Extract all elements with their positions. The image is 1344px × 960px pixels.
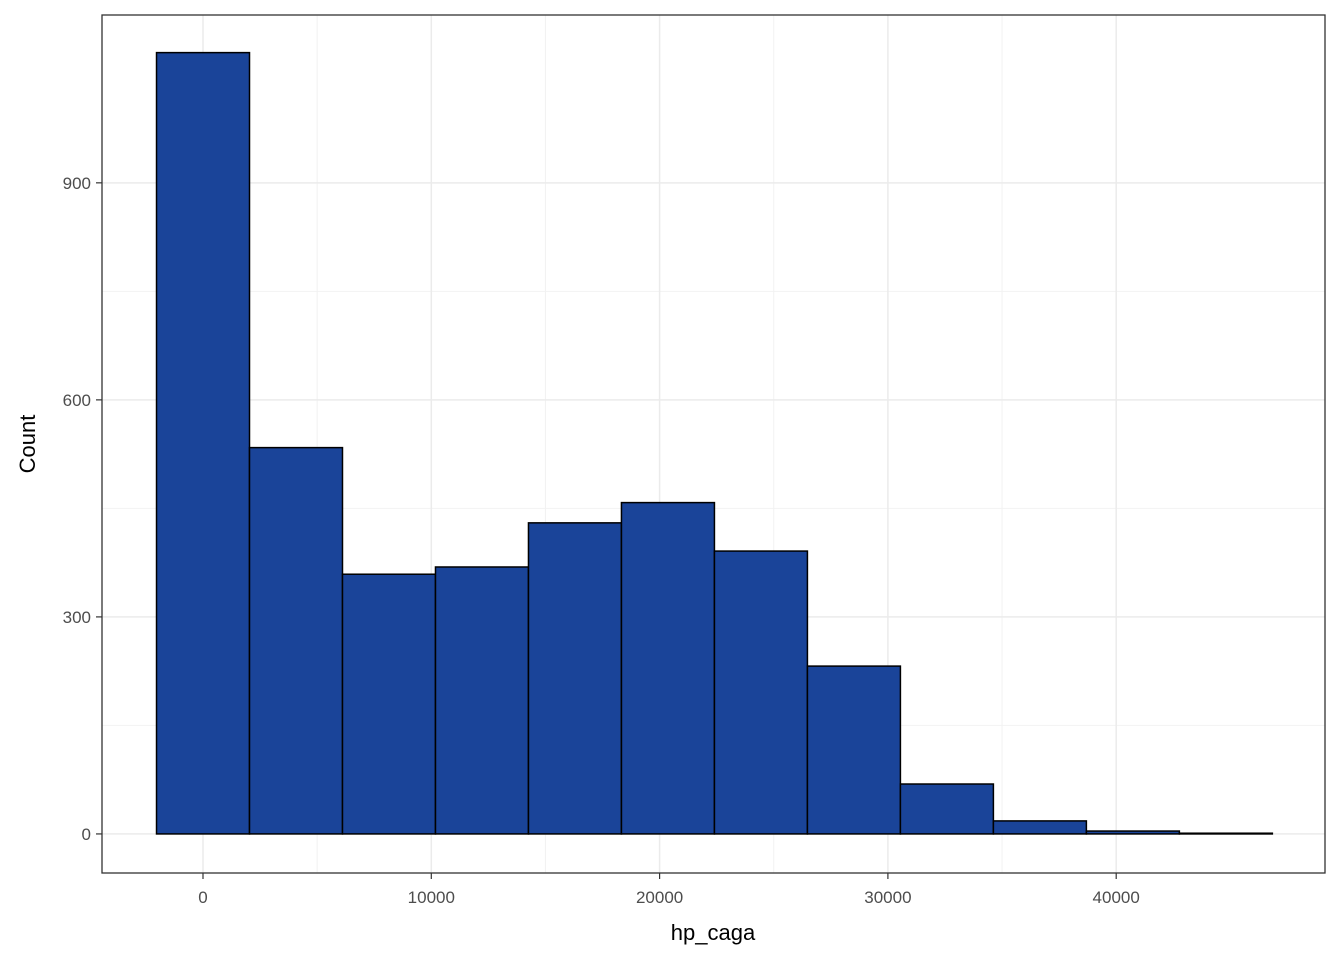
bar	[1178, 832, 1274, 835]
y-tick-label: 300	[63, 608, 91, 627]
bar	[527, 522, 623, 835]
y-tick-label: 600	[63, 391, 91, 410]
bar	[806, 665, 902, 835]
x-axis-title: hp_caga	[671, 920, 756, 945]
bar	[434, 566, 530, 835]
x-tick-label: 30000	[864, 888, 911, 907]
y-tick-label: 900	[63, 174, 91, 193]
bar	[155, 51, 251, 835]
bar	[248, 446, 344, 835]
x-tick-label: 40000	[1093, 888, 1140, 907]
panel-border	[101, 14, 1326, 874]
x-tick-label: 20000	[636, 888, 683, 907]
y-tick-label: 0	[82, 825, 91, 844]
bar	[992, 820, 1088, 835]
bar	[1085, 830, 1181, 835]
bar	[899, 783, 995, 835]
bar	[620, 501, 716, 835]
x-tick-label: 0	[198, 888, 207, 907]
x-tick-label: 10000	[408, 888, 455, 907]
y-axis-title: Count	[15, 415, 40, 474]
bar	[713, 550, 809, 835]
bar	[341, 573, 437, 835]
